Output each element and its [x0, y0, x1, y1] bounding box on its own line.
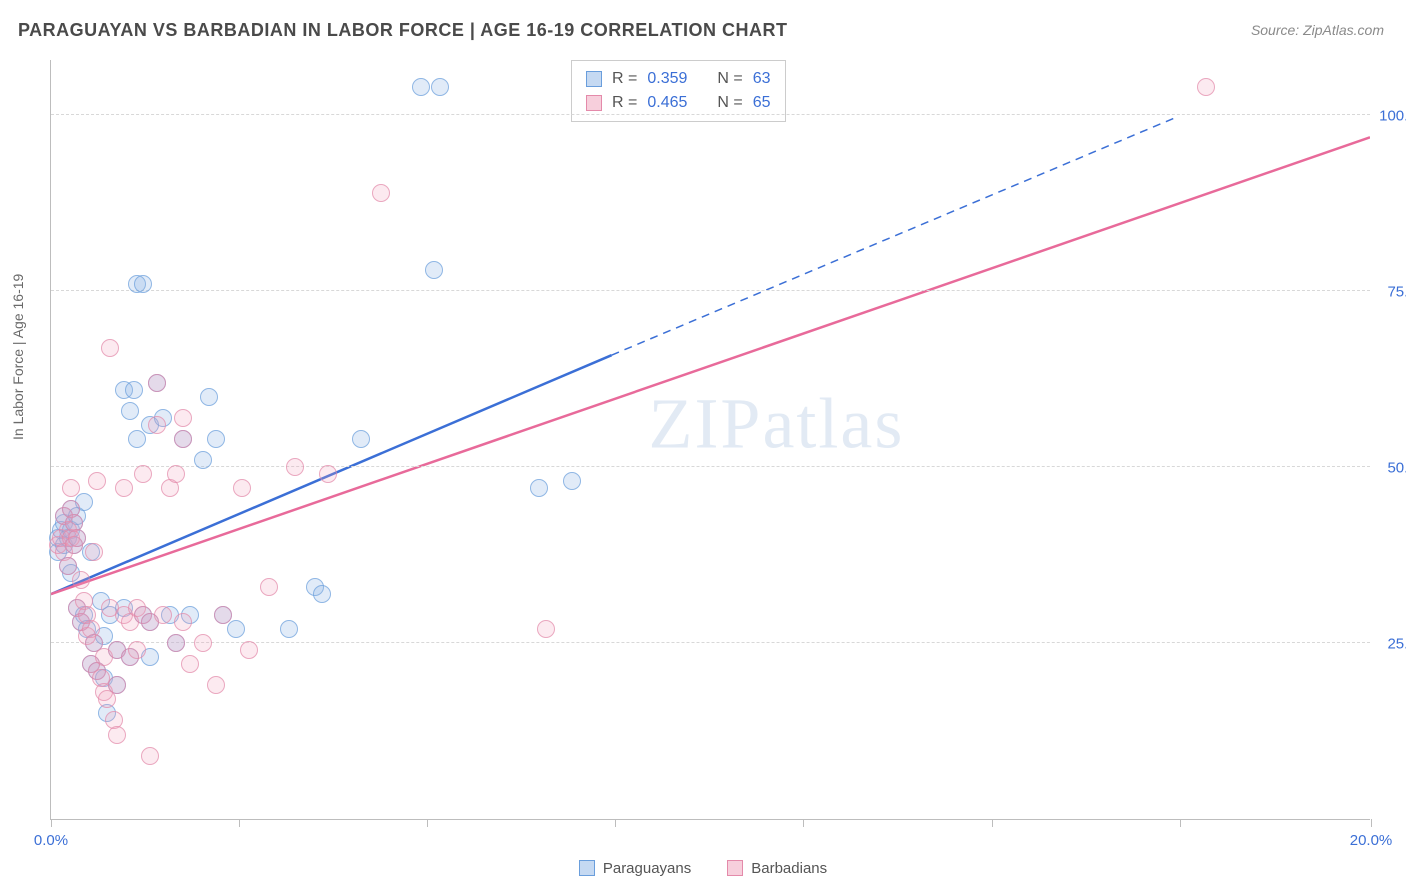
- scatter-point-barbadians: [62, 479, 80, 497]
- scatter-point-barbadians: [174, 613, 192, 631]
- scatter-point-barbadians: [148, 416, 166, 434]
- legend-swatch: [586, 95, 602, 111]
- r-value: 0.359: [647, 67, 687, 91]
- scatter-point-barbadians: [167, 634, 185, 652]
- stat-row: R = 0.465 N = 65: [586, 91, 771, 115]
- scatter-point-paraguayans: [412, 78, 430, 96]
- scatter-point-barbadians: [108, 726, 126, 744]
- legend: Paraguayans Barbadians: [0, 860, 1406, 881]
- gridline-h: [51, 290, 1370, 291]
- scatter-point-barbadians: [1197, 78, 1215, 96]
- scatter-point-paraguayans: [530, 479, 548, 497]
- x-tick: [51, 819, 52, 827]
- watermark: ZIPatlas: [648, 383, 904, 466]
- scatter-point-barbadians: [154, 606, 172, 624]
- scatter-point-barbadians: [372, 184, 390, 202]
- scatter-point-barbadians: [286, 458, 304, 476]
- scatter-point-barbadians: [537, 620, 555, 638]
- scatter-point-barbadians: [319, 465, 337, 483]
- scatter-point-barbadians: [174, 409, 192, 427]
- legend-item: Barbadians: [727, 860, 827, 877]
- legend-swatch: [727, 860, 743, 876]
- x-tick: [992, 819, 993, 827]
- scatter-point-barbadians: [148, 374, 166, 392]
- scatter-point-barbadians: [174, 430, 192, 448]
- scatter-point-paraguayans: [128, 430, 146, 448]
- y-tick-label: 50.0%: [1387, 460, 1406, 477]
- scatter-point-paraguayans: [194, 451, 212, 469]
- legend-label: Barbadians: [751, 860, 827, 877]
- r-label: R =: [612, 91, 637, 115]
- scatter-point-barbadians: [240, 641, 258, 659]
- x-tick: [1371, 819, 1372, 827]
- r-label: R =: [612, 67, 637, 91]
- scatter-point-barbadians: [233, 479, 251, 497]
- scatter-point-barbadians: [88, 472, 106, 490]
- n-value: 63: [753, 67, 771, 91]
- scatter-point-barbadians: [128, 641, 146, 659]
- x-tick: [803, 819, 804, 827]
- scatter-point-barbadians: [101, 339, 119, 357]
- correlation-stats-box: R = 0.359 N = 63 R = 0.465 N = 65: [571, 60, 786, 122]
- y-axis-label: In Labor Force | Age 16-19: [10, 274, 26, 440]
- scatter-point-barbadians: [115, 479, 133, 497]
- scatter-point-barbadians: [181, 655, 199, 673]
- chart-title: PARAGUAYAN VS BARBADIAN IN LABOR FORCE |…: [18, 20, 787, 41]
- scatter-point-paraguayans: [134, 275, 152, 293]
- chart-container: PARAGUAYAN VS BARBADIAN IN LABOR FORCE |…: [0, 0, 1406, 892]
- legend-label: Paraguayans: [603, 860, 691, 877]
- scatter-point-paraguayans: [280, 620, 298, 638]
- x-tick-label: 0.0%: [34, 832, 68, 849]
- legend-swatch: [579, 860, 595, 876]
- scatter-point-barbadians: [108, 676, 126, 694]
- plot-area: ZIPatlas R =0.359N =63R =0.465N =65 25.0…: [50, 60, 1370, 820]
- scatter-point-paraguayans: [431, 78, 449, 96]
- scatter-point-paraguayans: [121, 402, 139, 420]
- scatter-point-barbadians: [85, 543, 103, 561]
- scatter-point-barbadians: [207, 676, 225, 694]
- scatter-point-barbadians: [72, 571, 90, 589]
- y-tick-label: 100.0%: [1379, 108, 1406, 125]
- scatter-point-barbadians: [167, 465, 185, 483]
- y-tick-label: 25.0%: [1387, 636, 1406, 653]
- gridline-h: [51, 466, 1370, 467]
- scatter-point-barbadians: [68, 529, 86, 547]
- x-tick: [427, 819, 428, 827]
- r-value: 0.465: [647, 91, 687, 115]
- scatter-point-paraguayans: [227, 620, 245, 638]
- scatter-point-paraguayans: [207, 430, 225, 448]
- scatter-point-paraguayans: [352, 430, 370, 448]
- x-tick: [615, 819, 616, 827]
- scatter-point-paraguayans: [200, 388, 218, 406]
- scatter-point-barbadians: [141, 747, 159, 765]
- x-tick: [1180, 819, 1181, 827]
- scatter-point-paraguayans: [425, 261, 443, 279]
- scatter-point-paraguayans: [563, 472, 581, 490]
- stat-row: R = 0.359 N = 63: [586, 67, 771, 91]
- n-label: N =: [717, 91, 742, 115]
- x-tick: [239, 819, 240, 827]
- n-label: N =: [717, 67, 742, 91]
- scatter-point-barbadians: [134, 465, 152, 483]
- legend-item: Paraguayans: [579, 860, 691, 877]
- gridline-h: [51, 114, 1370, 115]
- trend-lines: [51, 60, 1370, 819]
- source-attribution: Source: ZipAtlas.com: [1251, 22, 1384, 38]
- y-tick-label: 75.0%: [1387, 284, 1406, 301]
- legend-swatch: [586, 71, 602, 87]
- x-tick-label: 20.0%: [1350, 832, 1393, 849]
- scatter-point-barbadians: [194, 634, 212, 652]
- scatter-point-barbadians: [214, 606, 232, 624]
- n-value: 65: [753, 91, 771, 115]
- scatter-point-barbadians: [260, 578, 278, 596]
- scatter-point-paraguayans: [313, 585, 331, 603]
- scatter-point-paraguayans: [125, 381, 143, 399]
